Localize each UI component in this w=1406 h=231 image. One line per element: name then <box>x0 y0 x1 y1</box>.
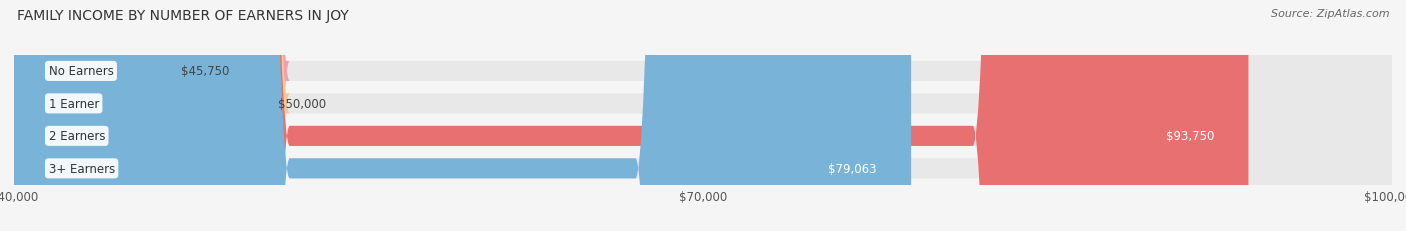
Text: Source: ZipAtlas.com: Source: ZipAtlas.com <box>1271 9 1389 19</box>
FancyBboxPatch shape <box>0 0 290 231</box>
FancyBboxPatch shape <box>14 0 1392 231</box>
FancyBboxPatch shape <box>0 0 290 231</box>
Text: $50,000: $50,000 <box>278 97 326 110</box>
FancyBboxPatch shape <box>14 0 911 231</box>
Text: 1 Earner: 1 Earner <box>48 97 98 110</box>
Text: 2 Earners: 2 Earners <box>48 130 105 143</box>
Text: $45,750: $45,750 <box>180 65 229 78</box>
FancyBboxPatch shape <box>14 0 1392 231</box>
FancyBboxPatch shape <box>14 0 1249 231</box>
Text: 3+ Earners: 3+ Earners <box>48 162 115 175</box>
Text: FAMILY INCOME BY NUMBER OF EARNERS IN JOY: FAMILY INCOME BY NUMBER OF EARNERS IN JO… <box>17 9 349 23</box>
FancyBboxPatch shape <box>14 0 1392 231</box>
Text: $79,063: $79,063 <box>828 162 877 175</box>
FancyBboxPatch shape <box>14 0 1392 231</box>
Text: No Earners: No Earners <box>48 65 114 78</box>
Text: $93,750: $93,750 <box>1166 130 1213 143</box>
